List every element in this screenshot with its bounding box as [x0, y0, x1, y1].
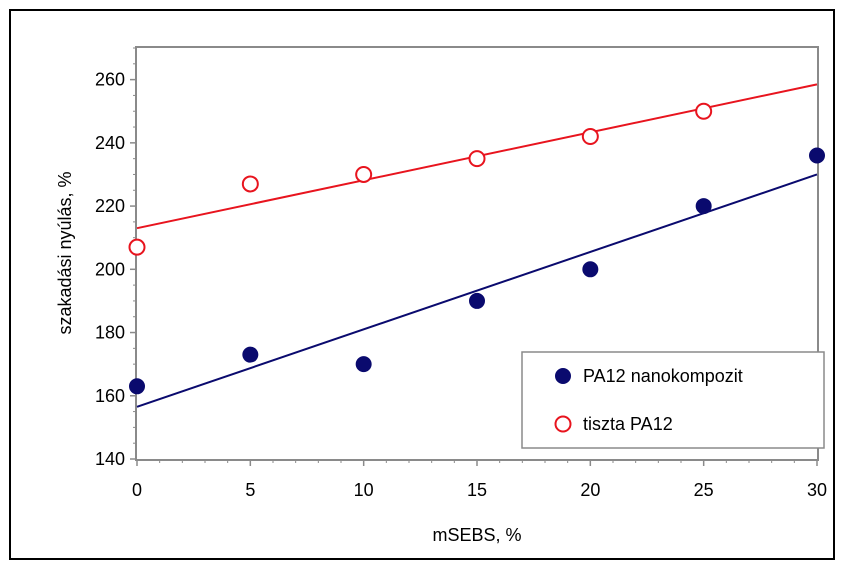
- x-tick-label: 30: [807, 480, 827, 500]
- data-point-series-1: [355, 165, 373, 183]
- x-tick-label: 25: [694, 480, 714, 500]
- x-tick-label: 20: [580, 480, 600, 500]
- data-point-series-0: [129, 378, 145, 395]
- x-axis-label: mSEBS, %: [432, 525, 521, 545]
- legend-label: PA12 nanokompozit: [583, 366, 743, 386]
- legend-marker: [554, 415, 572, 433]
- x-tick-label: 10: [354, 480, 374, 500]
- data-point-series-1: [468, 150, 486, 168]
- y-tick-label: 180: [95, 323, 125, 343]
- legend: PA12 nanokompozit tiszta PA12: [521, 351, 825, 449]
- legend-marker: [555, 368, 571, 384]
- data-point-series-1: [581, 128, 599, 146]
- data-point-series-1: [241, 175, 259, 193]
- x-axis-ticks: 0 5 10 15 20 25 30: [132, 459, 827, 500]
- data-point-series-0: [469, 292, 485, 309]
- data-point-series-0: [242, 346, 259, 363]
- y-tick-label: 220: [95, 196, 125, 216]
- data-points: [128, 102, 825, 395]
- y-tick-label: 140: [95, 449, 125, 469]
- y-axis-label: szakadási nyúlás, %: [55, 171, 75, 334]
- y-tick-label: 240: [95, 133, 125, 153]
- x-tick-label: 5: [245, 480, 255, 500]
- x-tick-label: 0: [132, 480, 142, 500]
- chart-frame: [9, 9, 835, 560]
- y-tick-label: 200: [95, 259, 125, 279]
- data-point-series-0: [809, 147, 825, 164]
- data-point-series-1: [128, 238, 146, 256]
- data-point-series-0: [695, 198, 712, 215]
- data-point-series-0: [355, 356, 372, 373]
- x-tick-label: 15: [467, 480, 487, 500]
- legend-box: [521, 351, 825, 449]
- y-axis-ticks: 140 160 180 200 220 240 260: [95, 47, 137, 469]
- y-tick-label: 260: [95, 70, 125, 90]
- data-point-series-0: [582, 261, 599, 278]
- data-point-series-1: [695, 102, 713, 120]
- legend-label: tiszta PA12: [583, 414, 673, 434]
- y-tick-label: 160: [95, 386, 125, 406]
